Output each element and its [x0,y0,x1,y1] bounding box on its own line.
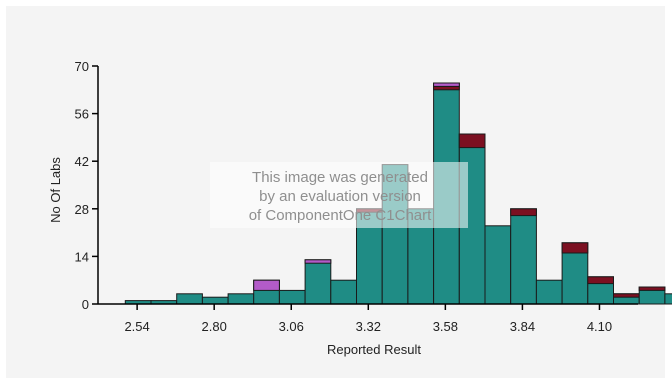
bar-segment [510,208,537,305]
axes-layer: 0 14 28 42 56 70 2.54 2.80 3.06 3.32 3.58 3.84 4.10 [75,59,638,334]
bar-segment [227,293,255,305]
bar-segment [664,293,672,305]
bar-segment [433,82,460,87]
y-tick-label: 70 [75,59,89,74]
bar-segment [613,293,640,298]
y-tick-label: 28 [75,202,89,217]
x-tick-label: 3.06 [279,319,304,334]
watermark: This image was generated by an evaluatio… [210,162,468,228]
bar-segment [638,286,666,291]
y-tick-label: 42 [75,154,89,169]
watermark-line-3: of ComponentOne C1Chart [249,207,432,224]
x-tick-label: 3.32 [356,319,381,334]
bar-segment [201,296,229,305]
y-tick-label: 14 [75,249,89,264]
bar-segment [253,279,280,291]
bar-segment [535,279,563,305]
y-axis-label: No Of Labs [48,157,63,223]
x-tick-label: 3.84 [510,319,535,334]
x-tick-label: 3.58 [433,319,458,334]
x-tick-label: 4.10 [587,319,612,334]
watermark-line-2: by an evaluation version [259,188,421,205]
x-tick-label: 2.54 [124,319,149,334]
bar-segment [176,293,203,305]
bar-segment [433,85,460,91]
bar-segment [561,242,589,254]
watermark-line-1: This image was generated [252,169,428,186]
bar-segment [587,276,614,285]
bar-segment [458,133,486,149]
y-tick-label: 56 [75,107,89,122]
bar-segment [278,289,306,305]
bar-segment [510,208,537,217]
bar-segment [304,259,332,264]
x-axis-label: Reported Result [327,342,421,357]
x-tick-label: 2.80 [202,319,227,334]
bar-segment [304,259,332,305]
bar-segment [484,225,512,305]
y-tick-label: 0 [82,297,89,312]
bar-segment [330,279,357,305]
